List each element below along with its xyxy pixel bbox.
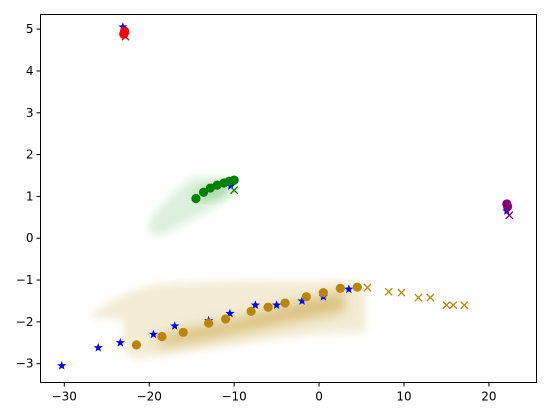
data-point-star xyxy=(93,342,103,352)
data-point-star xyxy=(170,321,180,330)
data-point-circle xyxy=(280,298,290,308)
data-point-circle xyxy=(263,302,273,312)
y-tick-label: −1 xyxy=(16,273,34,287)
data-point-circle xyxy=(335,283,345,294)
data-point-circle xyxy=(229,175,239,185)
data-point-x xyxy=(121,32,130,41)
data-point-circle xyxy=(131,340,142,350)
data-point-circle xyxy=(352,282,362,292)
x-axis: −30 −20 −10 0 10 20 xyxy=(52,382,497,404)
data-point-circle xyxy=(503,201,513,212)
y-tick-label: 4 xyxy=(26,64,34,78)
y-tick-label: 2 xyxy=(26,148,34,162)
data-point-circle xyxy=(246,306,256,317)
data-point-x xyxy=(230,186,239,195)
data-point-x xyxy=(442,301,451,310)
y-tick-label: 0 xyxy=(26,231,34,245)
data-point-star xyxy=(344,284,354,294)
data-point-circle xyxy=(301,292,311,302)
data-point-circle xyxy=(178,327,188,337)
data-point-circle xyxy=(318,287,328,298)
data-point-star xyxy=(148,329,159,339)
y-tick-label: 3 xyxy=(26,106,34,120)
data-point-circle xyxy=(198,187,209,197)
plot-frame xyxy=(40,14,537,383)
data-points-layer xyxy=(57,22,514,370)
x-tick-label: −20 xyxy=(137,390,162,404)
data-point-star xyxy=(297,296,307,305)
x-tick-label: −30 xyxy=(52,390,77,404)
data-point-star xyxy=(115,337,125,347)
x-tick-label: 10 xyxy=(396,390,411,404)
density-core xyxy=(157,290,345,347)
y-tick-label: 5 xyxy=(26,22,34,36)
data-point-x xyxy=(460,301,469,310)
data-point-x xyxy=(414,293,423,302)
data-point-x xyxy=(397,288,406,297)
data-point-x xyxy=(363,283,372,292)
data-point-circle xyxy=(157,331,167,342)
data-point-circle xyxy=(191,193,201,204)
data-point-star xyxy=(118,22,128,31)
data-point-x xyxy=(505,211,514,220)
data-point-circle xyxy=(221,314,231,324)
y-tick-label: −3 xyxy=(16,357,34,371)
x-tick-label: −10 xyxy=(221,390,246,404)
data-point-x xyxy=(384,287,393,296)
data-point-star xyxy=(225,308,235,318)
data-point-star xyxy=(272,300,282,310)
data-point-star xyxy=(57,360,67,370)
x-tick-label: 0 xyxy=(315,390,323,404)
y-tick-label: −2 xyxy=(16,315,34,329)
y-axis: −3 −2 −1 0 1 2 3 4 5 xyxy=(16,22,41,371)
data-point-circle xyxy=(204,318,214,328)
data-point-x xyxy=(449,301,458,310)
x-tick-label: 20 xyxy=(481,390,496,404)
y-tick-label: 1 xyxy=(26,189,34,203)
data-point-x xyxy=(426,293,435,302)
data-point-star xyxy=(250,300,260,310)
